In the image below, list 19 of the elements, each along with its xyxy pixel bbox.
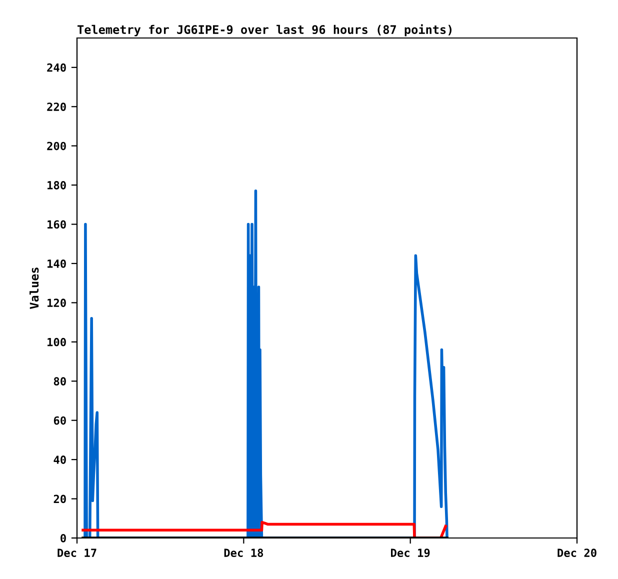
y-tick-label: 140	[48, 259, 66, 268]
y-tick-label: 60	[54, 416, 66, 425]
x-tick-label: Dec 17	[58, 548, 96, 558]
y-tick-label: 160	[48, 220, 66, 229]
chart-title: Telemetry for JG6IPE-9 over last 96 hours (87 points)	[78, 24, 452, 36]
y-tick-label: 200	[47, 142, 66, 150]
y-tick-label: 0	[60, 534, 66, 542]
y-tick-label: 220	[47, 102, 66, 112]
x-tick-label: Dec 18	[224, 548, 264, 558]
y-tick-label: 40	[54, 456, 66, 464]
y-tick-label: 120	[48, 298, 66, 308]
y-axis-title: Values	[30, 268, 39, 309]
y-tick-label: 20	[54, 494, 66, 504]
y-tick-label: 180	[48, 181, 66, 190]
y-tick-label: 80	[54, 377, 66, 386]
y-tick-label: 240	[47, 63, 66, 72]
x-tick-label: Dec 19	[391, 548, 430, 558]
x-tick-label: Dec 20	[558, 548, 596, 558]
y-tick-label: 100	[48, 338, 66, 346]
